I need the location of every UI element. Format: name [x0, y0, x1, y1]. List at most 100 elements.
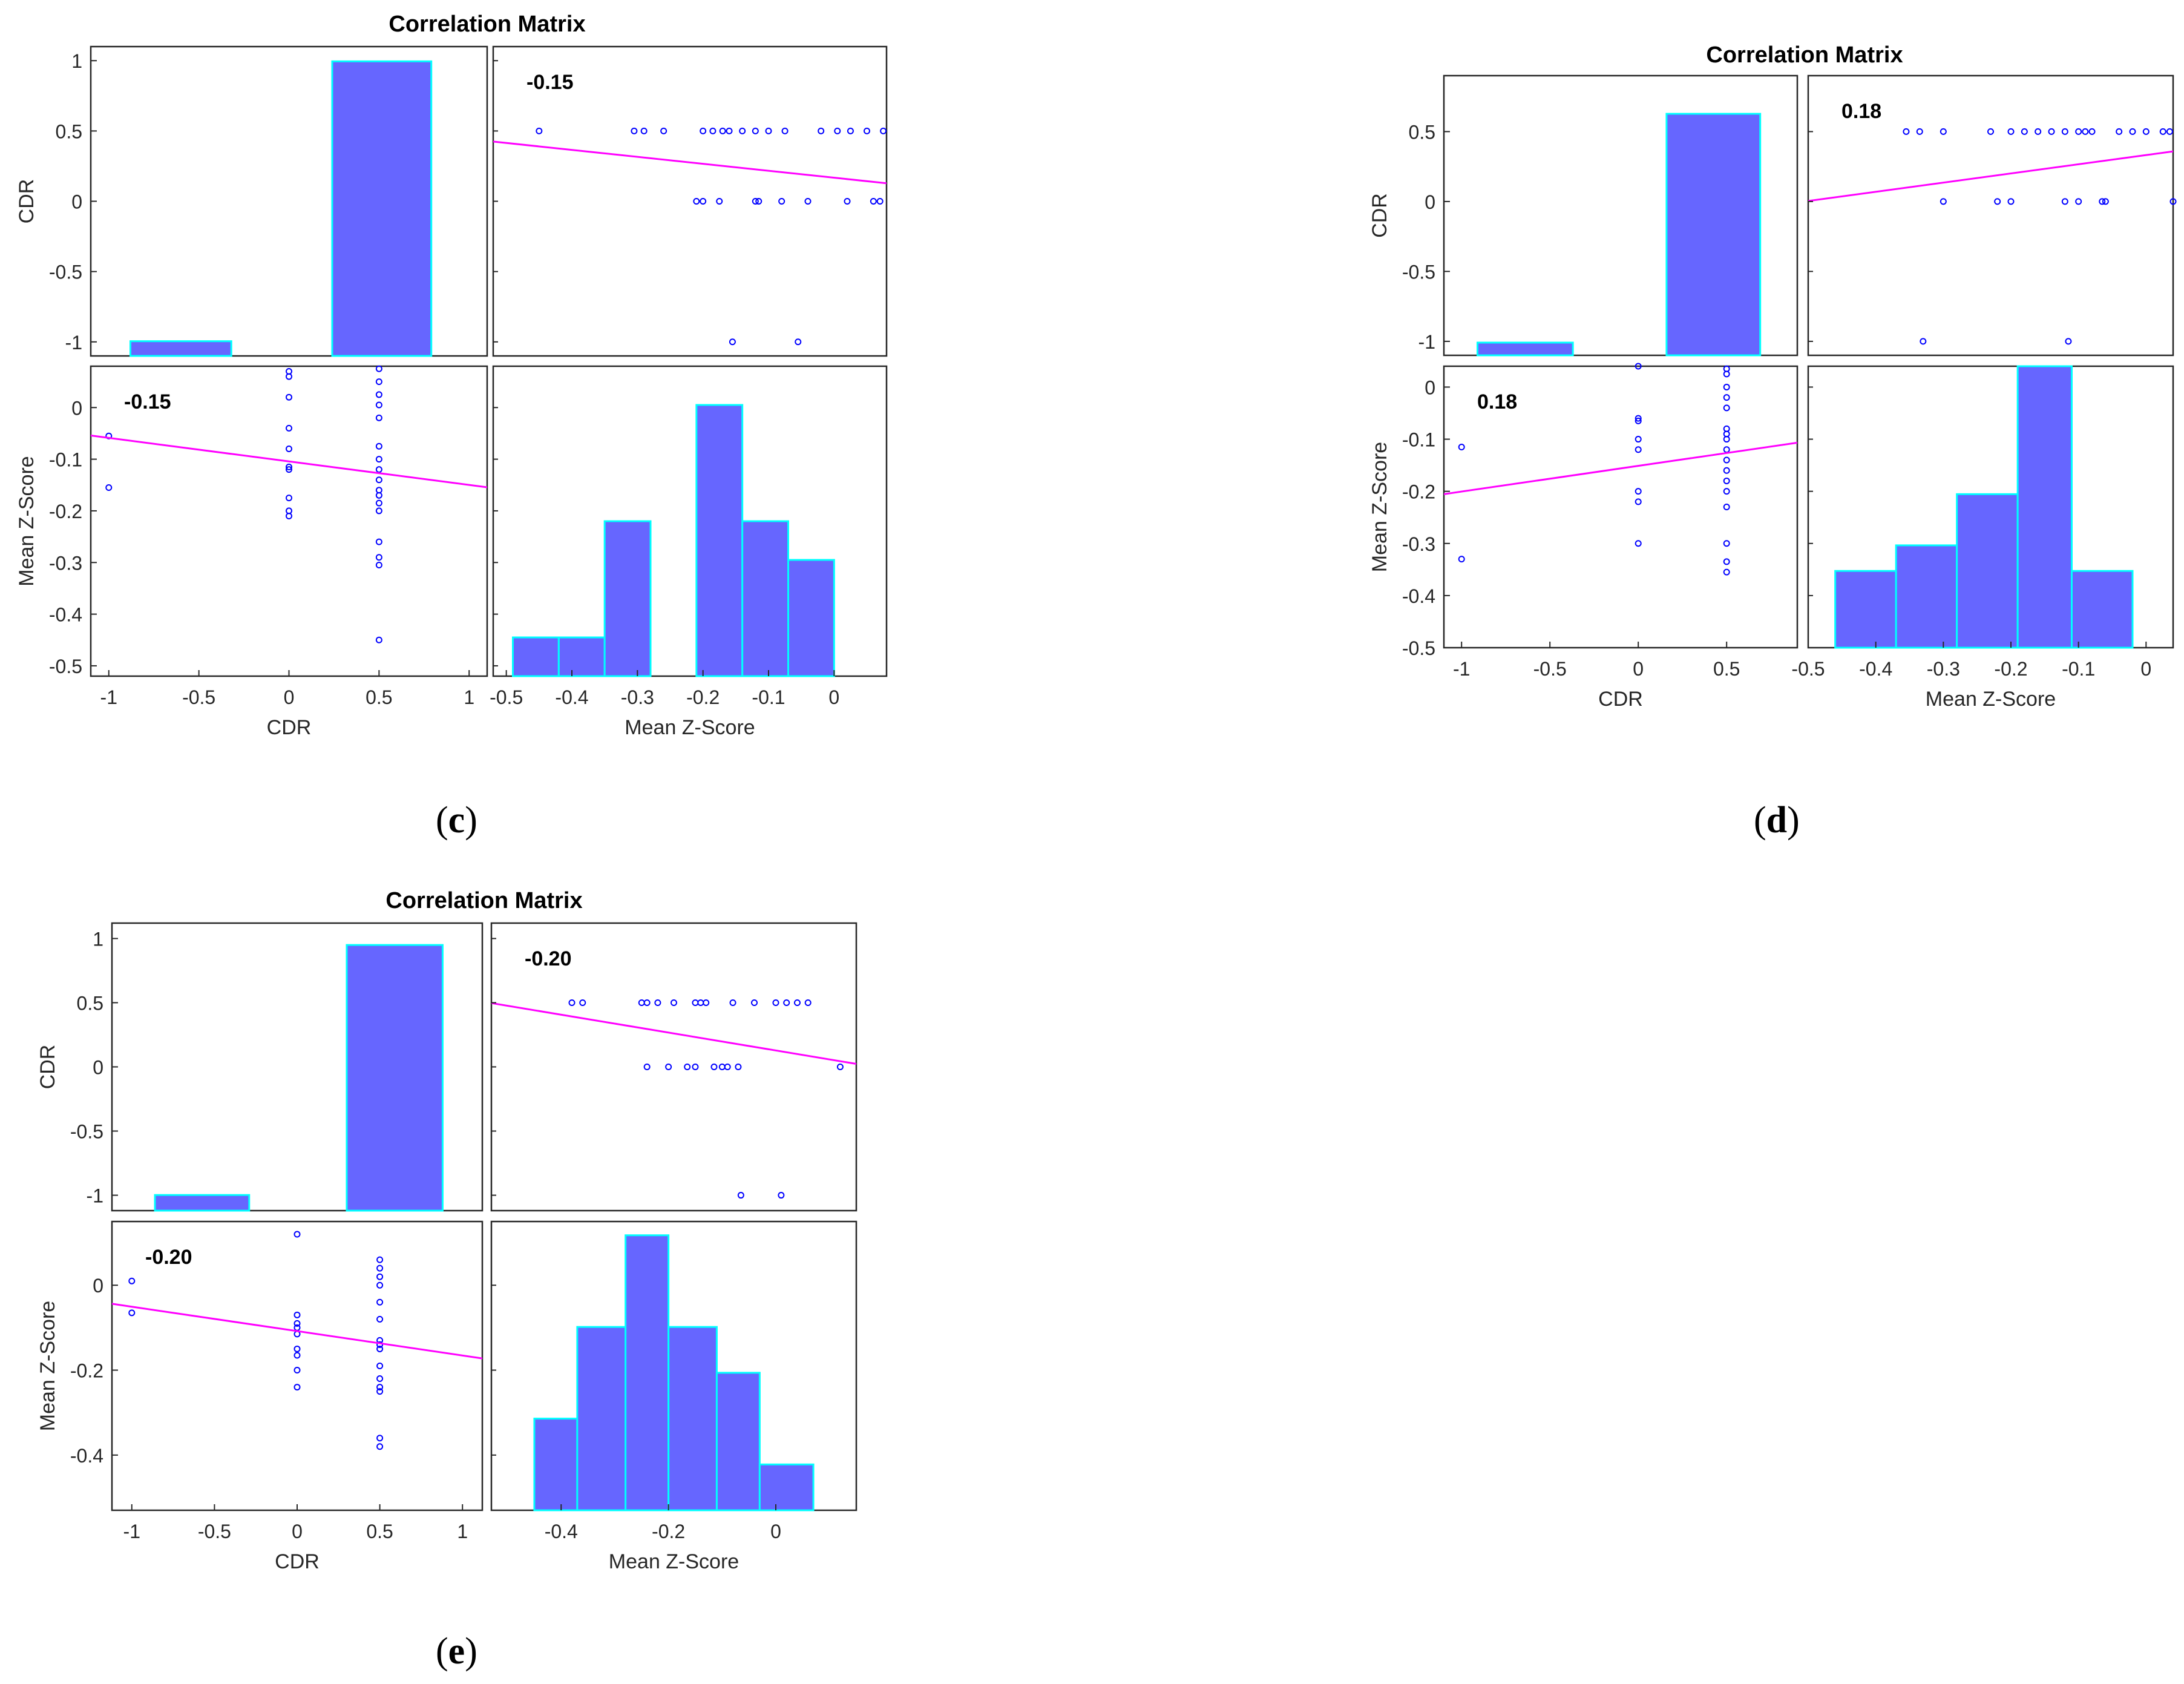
- scatter-point: [1723, 467, 1730, 474]
- y-tick-label: -0.1: [1402, 429, 1435, 451]
- scatter-point: [693, 198, 700, 205]
- scatter-point: [376, 1388, 384, 1395]
- y-tick-label: -0.4: [70, 1445, 103, 1467]
- scatter-point: [2102, 198, 2109, 205]
- x-tick-label: 0: [2140, 658, 2151, 680]
- scatter-point: [286, 495, 292, 502]
- histogram-bar: [331, 60, 433, 357]
- scatter-point: [870, 198, 877, 205]
- x-tick-label: -0.5: [490, 686, 523, 708]
- histogram-bar: [758, 1463, 815, 1511]
- matrix-cell-1-0: -0.15 -0.5 -0.4 -0.3 -0.2 -0.1 0 -1 -0.5 0 0.5 1: [49, 365, 488, 708]
- axes-box: [111, 1220, 484, 1511]
- scatter-point: [804, 198, 812, 205]
- scatter-point: [375, 492, 382, 499]
- scatter-point: [684, 1064, 691, 1070]
- scatter-point: [709, 127, 717, 134]
- scatter-point: [1458, 556, 1465, 563]
- fit-line: [1808, 150, 2173, 202]
- y-tick-label: -1: [65, 332, 82, 354]
- y-axis-label: Mean Z-Score: [1368, 442, 1391, 572]
- scatter-point: [804, 999, 812, 1006]
- x-axis-label: Mean Z-Score: [625, 716, 755, 739]
- scatter-point: [2088, 128, 2096, 135]
- x-tick-label: 0: [292, 1521, 303, 1542]
- scatter-point: [1987, 128, 1994, 135]
- scatter-point: [638, 999, 645, 1006]
- histogram-bar: [741, 520, 789, 677]
- scatter-point: [1635, 417, 1642, 424]
- matrix-cell-0-0: -1 -0.5 0 0.5: [1402, 74, 1799, 357]
- scatter-point: [376, 1281, 384, 1289]
- scatter-point: [1940, 128, 1947, 135]
- scatter-point: [665, 1064, 672, 1070]
- scatter-point: [286, 393, 292, 401]
- scatter-point: [751, 999, 758, 1006]
- scatter-point: [1723, 477, 1730, 484]
- scatter-point: [752, 127, 759, 134]
- scatter-point: [2065, 338, 2072, 345]
- scatter-point: [376, 1341, 384, 1348]
- y-tick-label: -0.3: [1402, 533, 1435, 555]
- y-tick-label: 0.5: [1409, 121, 1435, 143]
- histogram-bar: [512, 636, 560, 677]
- scatter-point: [376, 1435, 384, 1442]
- scatter-point: [293, 1311, 301, 1318]
- fit-line: [493, 140, 887, 185]
- correlation-coefficient: -0.20: [525, 947, 572, 970]
- scatter-point: [376, 1363, 384, 1369]
- x-tick-label: -0.5: [1791, 658, 1825, 680]
- y-tick-label: -0.1: [49, 449, 82, 471]
- x-tick-label: -0.4: [545, 1521, 578, 1542]
- x-tick-label: 0: [828, 686, 839, 708]
- correlation-matrix-d: Correlation Matrix -1 -0.5 0 0.5 0.18 0.18 -0.5…: [1368, 42, 2177, 711]
- correlation-coefficient: -0.20: [145, 1246, 192, 1269]
- scatter-point: [376, 1256, 384, 1263]
- y-tick-label: 0: [71, 191, 82, 213]
- scatter-point: [2075, 198, 2082, 205]
- matrix-cell-0-1: 0.18: [1807, 74, 2177, 357]
- histogram-bar: [346, 944, 444, 1212]
- scatter-point: [128, 1309, 136, 1317]
- scatter-point: [718, 1064, 726, 1070]
- fit-line: [1444, 441, 1797, 495]
- scatter-point: [781, 127, 789, 134]
- correlation-coefficient: 0.18: [1841, 100, 1881, 123]
- histogram-bar: [1476, 341, 1574, 357]
- scatter-point: [700, 198, 707, 205]
- scatter-point: [536, 127, 543, 134]
- panel-label-c: (c): [436, 800, 477, 841]
- scatter-point: [755, 198, 762, 205]
- y-axis-label: CDR: [1368, 193, 1391, 238]
- fit-line: [491, 1002, 856, 1065]
- x-tick-label: -0.2: [686, 686, 720, 708]
- y-tick-label: 0.5: [77, 992, 103, 1014]
- histogram-bar: [787, 559, 835, 677]
- scatter-point: [128, 1277, 136, 1284]
- matrix-cell-1-1: -0.4 -0.2 0: [490, 1220, 858, 1542]
- x-tick-label: -0.5: [182, 686, 215, 708]
- panel-label-d: (d): [1754, 800, 1800, 841]
- histogram-bar: [2071, 570, 2134, 649]
- scatter-point: [1635, 363, 1642, 370]
- matrix-cell-1-0: -0.20-0.4-0.20-1 -0.5 0 0.5 1: [70, 1220, 484, 1542]
- scatter-point: [834, 127, 841, 134]
- scatter-point: [1723, 370, 1730, 378]
- x-tick-label: -0.5: [198, 1521, 231, 1542]
- scatter-point: [1994, 198, 2001, 205]
- correlation-coefficient: -0.15: [526, 71, 574, 94]
- scatter-point: [286, 466, 292, 473]
- histogram-bar: [603, 520, 652, 677]
- scatter-point: [376, 1273, 384, 1280]
- scatter-point: [2021, 128, 2028, 135]
- scatter-point: [1723, 558, 1730, 565]
- scatter-point: [1723, 436, 1730, 443]
- scatter-point: [376, 1384, 384, 1391]
- axes-box: [1807, 74, 2174, 357]
- scatter-point: [375, 391, 382, 398]
- scatter-point: [2116, 128, 2123, 135]
- scatter-point: [286, 446, 292, 453]
- scatter-point: [375, 554, 382, 561]
- x-tick-label: 0: [770, 1521, 781, 1542]
- x-axis-label: CDR: [1598, 688, 1643, 711]
